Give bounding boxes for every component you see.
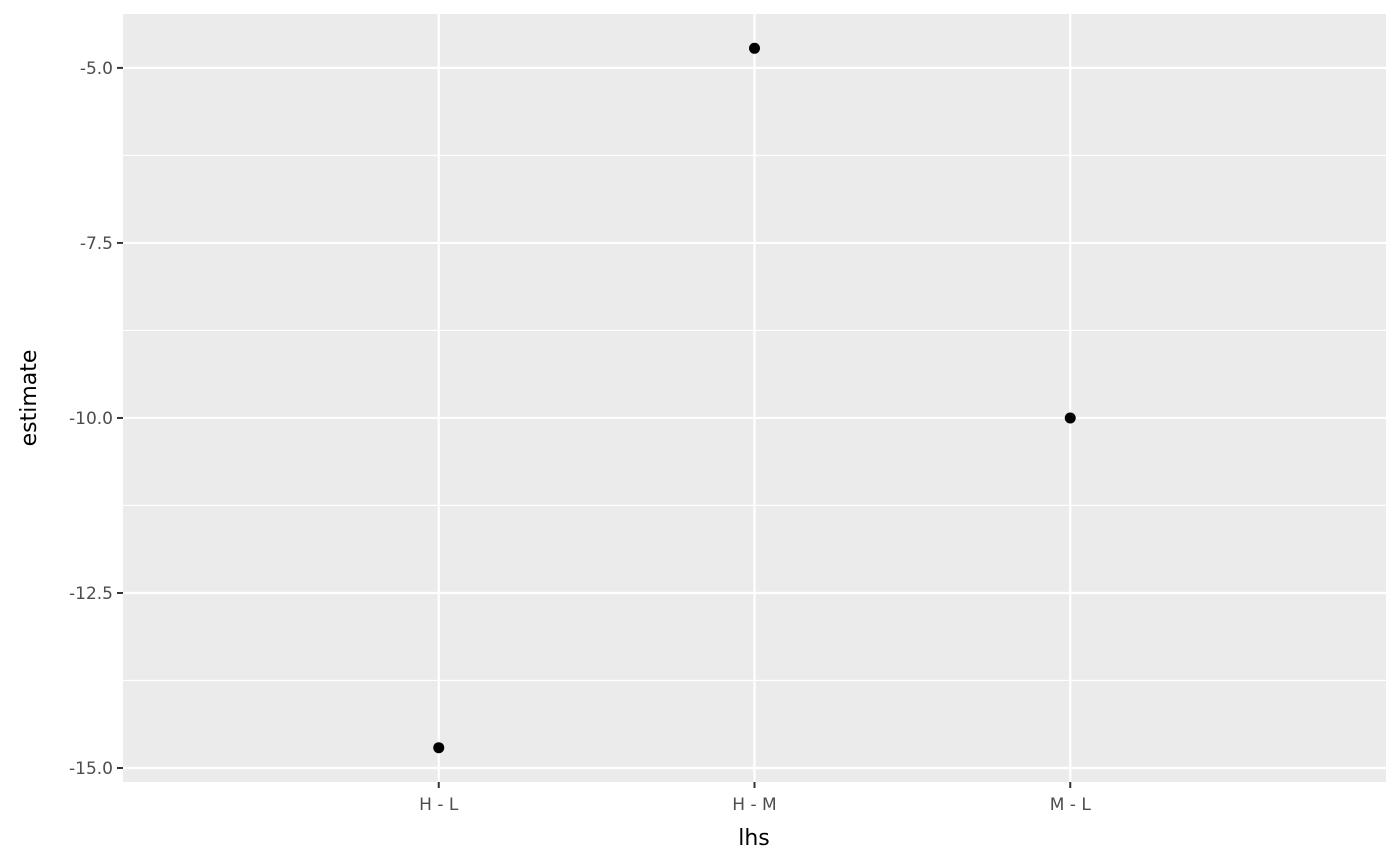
x-tick-label: H - M <box>732 795 776 815</box>
y-tick-label: -5.0 <box>80 59 113 79</box>
y-tick-label: -7.5 <box>80 234 113 254</box>
data-point <box>749 42 760 54</box>
x-axis-title: lhs <box>738 826 770 851</box>
x-tick-label: M - L <box>1050 795 1092 815</box>
points <box>433 42 1076 754</box>
data-point <box>433 742 445 754</box>
y-axis-title: estimate <box>17 350 42 447</box>
grid <box>123 14 1386 782</box>
data-point <box>1064 412 1076 424</box>
y-tick-label: -12.5 <box>69 584 113 604</box>
x-tick-label: H - L <box>419 795 459 815</box>
y-tick-label: -10.0 <box>69 409 113 429</box>
axis-ticks: -15.0 -12.5 -10.0 -7.5 -5.0 H - L H - M M - L <box>69 59 1091 815</box>
y-tick-label: -15.0 <box>69 759 113 779</box>
